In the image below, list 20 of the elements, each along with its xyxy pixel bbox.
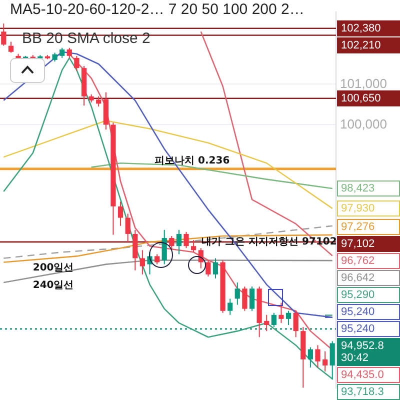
data-label: 97,930 [341, 202, 375, 214]
data-label: 93,718.3 [341, 386, 384, 398]
data-label: 95,240 [341, 306, 375, 318]
chart-title: MA5-10-20-60-120-2… 7 20 50 100 200 2… [8, 1, 306, 18]
data-label: 98,423 [341, 182, 375, 195]
data-label: 96,642 [341, 272, 375, 284]
ref-line-label: 97,102 [341, 238, 375, 250]
y-tick-label: 100,000 [340, 116, 387, 132]
ref-line-label: 102,210 [341, 39, 381, 52]
y-tick-label: 101,000 [340, 76, 387, 91]
data-label: 96,762 [341, 255, 375, 268]
data-label: 97,276 [341, 221, 375, 234]
series-label: 240일선 [32, 280, 74, 291]
ref-line-label: 94,952.8 30:42 [341, 340, 384, 364]
series-label: 200일선 [32, 262, 74, 274]
data-label: 95,290 [341, 289, 375, 302]
data-label: 95,240 [341, 323, 375, 336]
ref-line-label: 100,650 [341, 92, 381, 104]
data-label: 94,435.0 [341, 369, 384, 382]
ref-line-label: 102,380 [341, 22, 381, 34]
